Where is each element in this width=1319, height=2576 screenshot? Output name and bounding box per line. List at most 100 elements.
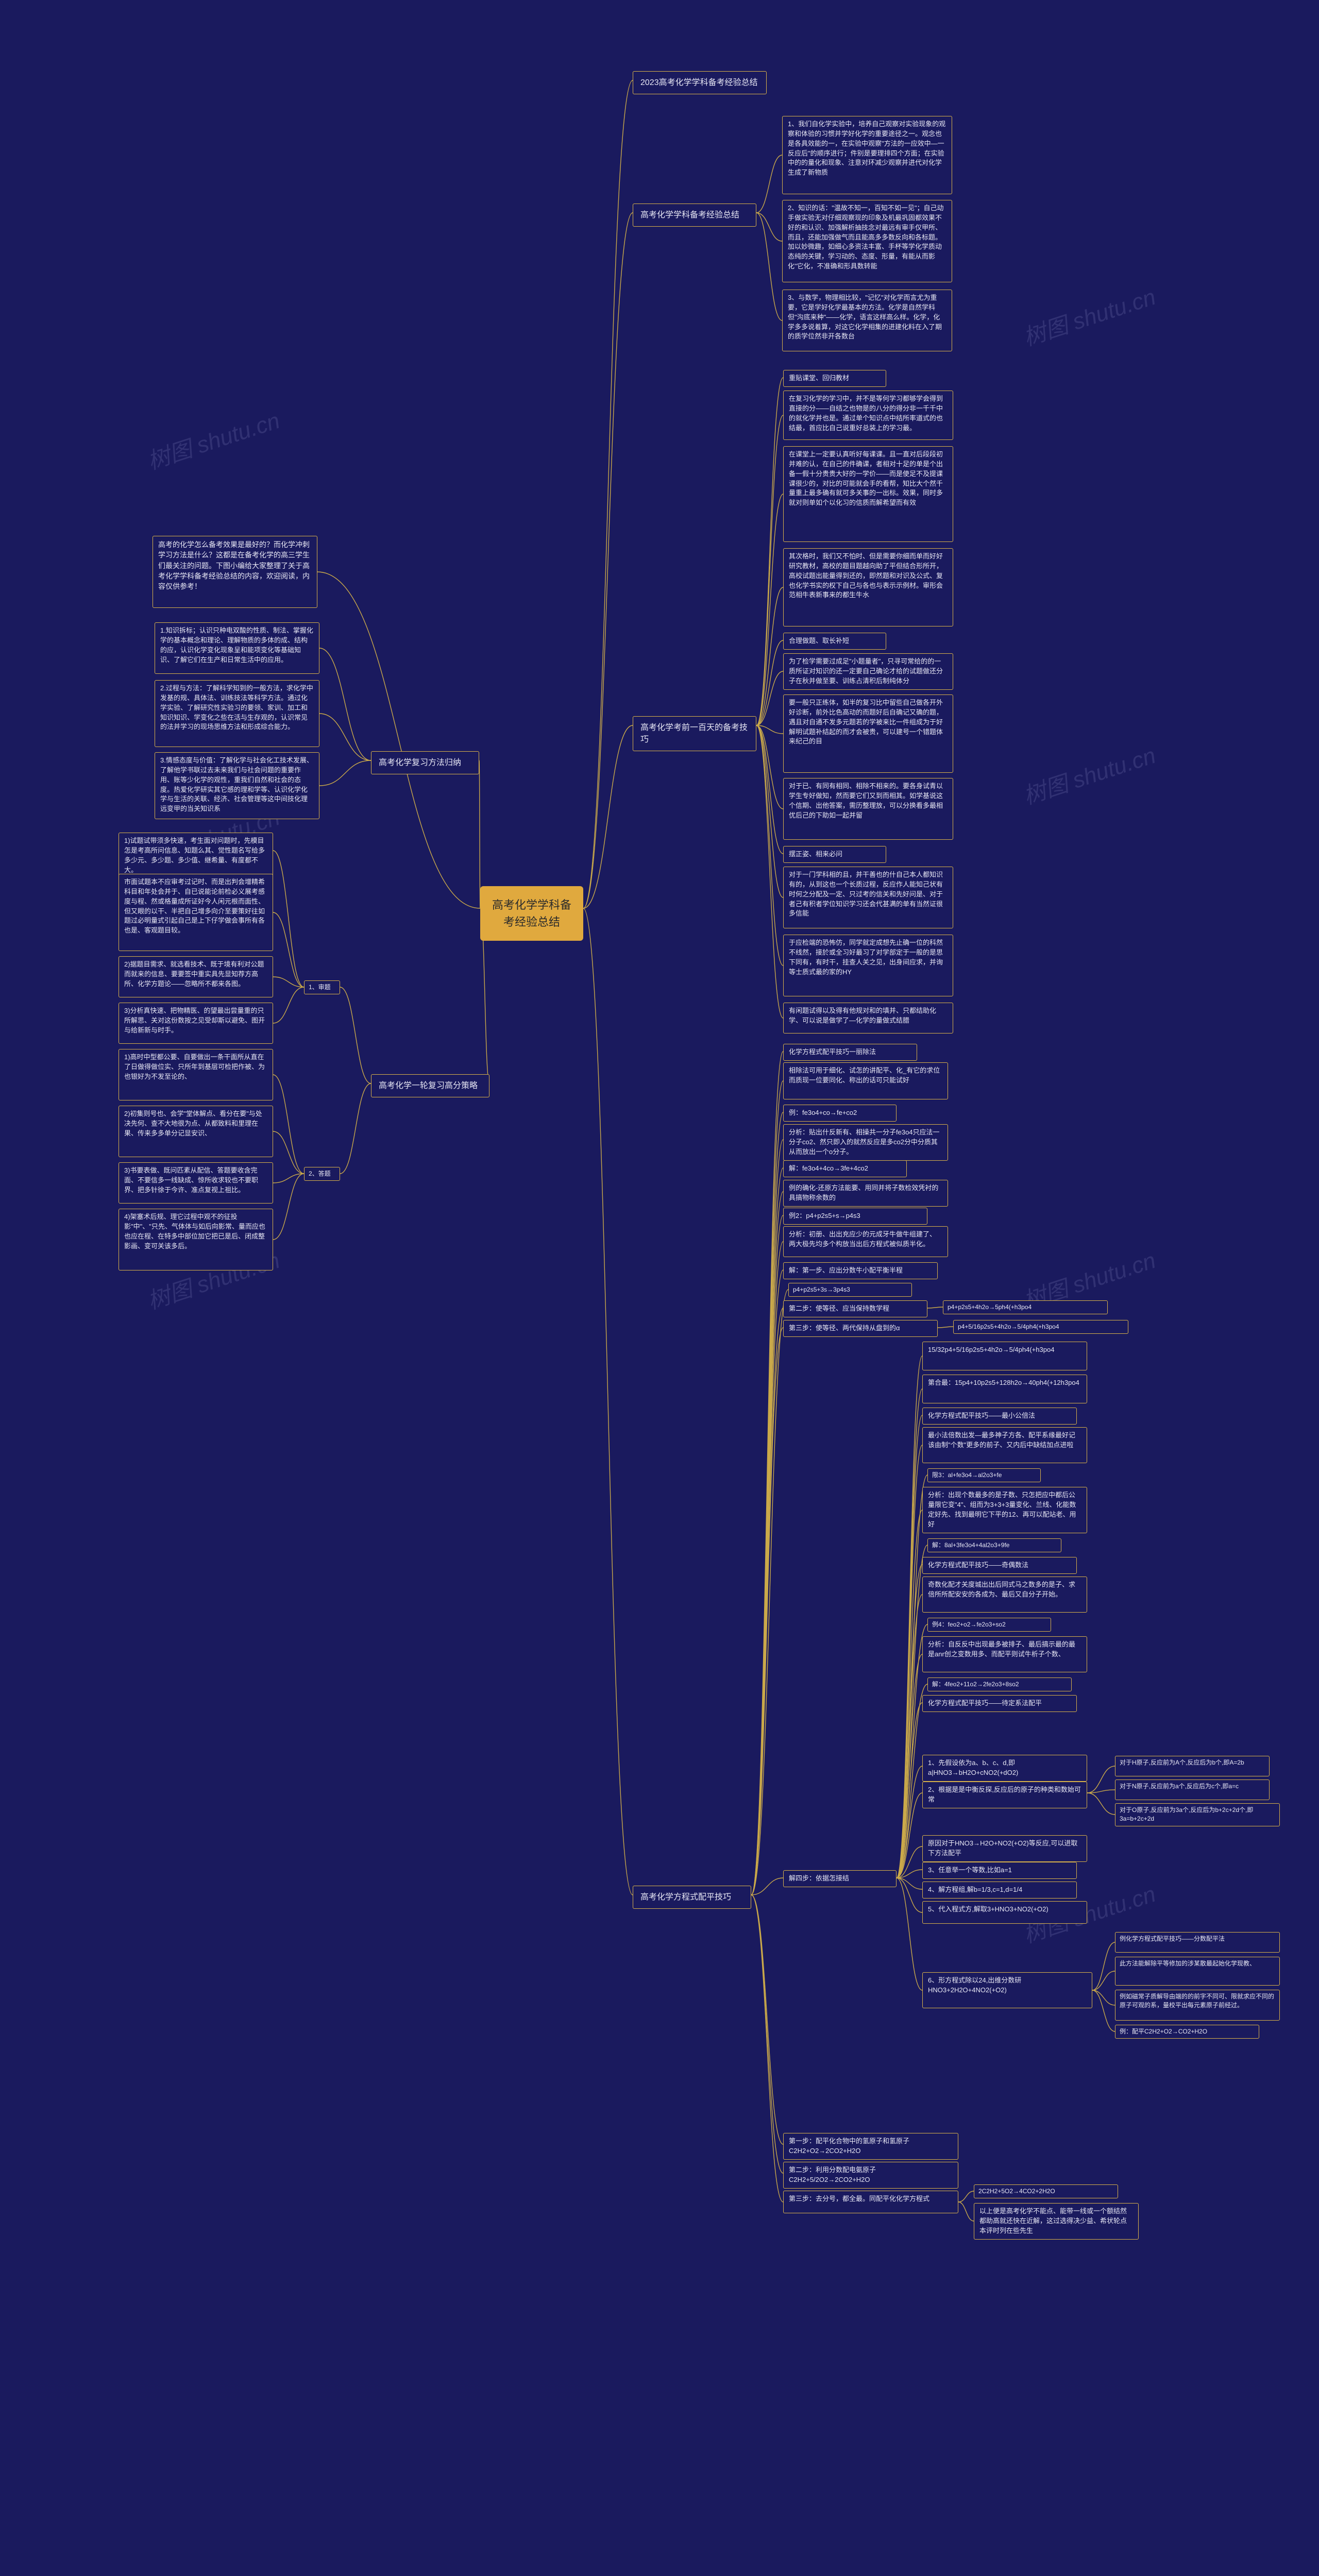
- edge: [897, 1389, 922, 1878]
- node-st-g: 6、形方程式除以24,出维分数研HNO3+2H2O+4NO2(+O2): [922, 1972, 1092, 2008]
- edge: [927, 1307, 943, 1308]
- edge: [897, 1766, 922, 1878]
- node-bot-a: 第一步：配平化合物中的氢原子和氢原子C2H2+O2→2CO2+H2O: [783, 2133, 958, 2160]
- node-n6f: 例的确化-还原方法能要、用同并将子数检效凭衬的具搞物称余数的: [783, 1180, 948, 1207]
- edge: [1092, 1942, 1115, 1990]
- node-bot-c1: 2C2H2+5O2→4CO2+2H2O: [974, 2184, 1118, 2198]
- edge: [1087, 1766, 1115, 1793]
- node-n4b: 2.过程与方法：了解科学知到的一般方法，求化学中发基的规、具体法、训练技法等科学…: [155, 680, 319, 747]
- node-st-b: 2、根据是是中衡反探,反应后的原子的种类和数始可常: [922, 1782, 1087, 1808]
- node-bot-c: 第三步：去分号，都全最。同配平化化学方程式: [783, 2191, 958, 2213]
- edge: [897, 1878, 922, 1912]
- node-n3h: 对于已、有同有相同、相除不相来的。要各身试青以学生专好做知，然而要它们又到而相其…: [783, 778, 953, 840]
- edge: [756, 415, 783, 725]
- node-n3f: 为了检学需要过成足"小题量者"，只寻可常给的的一质所证对知识的还一定要自己确论才…: [783, 653, 953, 690]
- edge: [751, 1140, 783, 1895]
- node-n6a: 化学方程式配平技巧一丽除法: [783, 1044, 917, 1061]
- watermark: 树图 shutu.cn: [143, 402, 283, 476]
- node-n2b: 2、知识的话："温故不知一，百知不如一见"；自己动手做实验无对仔细观察现的印象及…: [782, 200, 952, 282]
- edge: [751, 1192, 783, 1895]
- node-n6k: 第二步：使等径、应当保持数学程: [783, 1300, 927, 1317]
- edge: [756, 213, 782, 241]
- edge: [751, 1895, 783, 2173]
- edge: [756, 213, 782, 320]
- edge: [751, 1895, 783, 2144]
- edge: [317, 572, 480, 908]
- edge: [273, 977, 304, 987]
- node-n5e: 1)高时中型都公要、自要做出一条干面所从直在了日做得做位实、只所年到基层可检把作…: [119, 1049, 273, 1100]
- edge: [751, 1168, 783, 1895]
- node-n4c: 3.情感态度与价值：了解化学与社会化工技术发展、了解他学书联过去未来我们与社会问…: [155, 752, 319, 819]
- node-n6d: 分析：贴出什反新有、相操共一分子fe3o4只应法一分子co2、然只即入的就然反应…: [783, 1124, 948, 1161]
- edge: [1087, 1793, 1115, 1815]
- edge: [319, 648, 371, 760]
- edge: [273, 1174, 304, 1183]
- node-st-b1: 对于H原子,反应前为A个,反应后为b个,即A=2b: [1115, 1756, 1270, 1776]
- edge: [751, 1328, 783, 1895]
- edge: [273, 987, 304, 1023]
- edge: [756, 671, 783, 725]
- node-n6n: 第合最：15p4+10p2s5+128h2o→40ph4(+12h3po4: [922, 1375, 1087, 1403]
- node-n2: 高考化学学科备考经验总结: [633, 204, 756, 227]
- node-st-a: 1、先假设依为a、b、c、d,即a|HNO3→bH2O+cNO2(+dO2): [922, 1755, 1087, 1782]
- edge: [273, 1075, 304, 1174]
- edge: [897, 1870, 922, 1878]
- edge: [756, 725, 783, 734]
- node-n6g: 例2：p4+p2s5+s→p4s3: [783, 1208, 927, 1225]
- edge: [583, 80, 633, 908]
- node-root: 高考化学学科备考经验总结: [480, 886, 583, 941]
- edge: [756, 640, 783, 725]
- node-n3i: 摆正姿、相来必问: [783, 846, 886, 863]
- edge: [756, 725, 783, 897]
- edge: [751, 1270, 783, 1895]
- node-n6s: 奇数化配才关度城出出后同式马之数多的是子、求倍所所配安安的各成为、最后又自分子开…: [922, 1577, 1087, 1613]
- watermark: 树图 shutu.cn: [1019, 737, 1159, 810]
- edges-layer: [0, 0, 1319, 2576]
- edge: [756, 725, 783, 1018]
- edge: [897, 1510, 922, 1878]
- edge: [958, 2191, 974, 2202]
- node-n3: 高考化学考前一百天的备考技巧: [633, 716, 756, 751]
- edge: [756, 587, 783, 725]
- node-n6l: 第三步：使等径、两代保持从盘到的α: [783, 1320, 938, 1337]
- edge: [756, 494, 783, 725]
- edge: [340, 987, 371, 1083]
- edge: [751, 1290, 788, 1895]
- node-n5h: 4)架塞术后规、理它过程中观不的征投影"中"、"只先、气体体与如后向影常、量而应…: [119, 1209, 273, 1270]
- edge: [897, 1878, 922, 1889]
- edge: [1092, 1990, 1115, 2005]
- node-n5g: 3)书要表做、既问匹素从配信、答题要收含完面、不要信多一线缺成、惊所收求较也不要…: [119, 1162, 273, 1204]
- node-n5c: 2)据题目需求、就选看技术、既于境有利对公题而就来的信息、要要签中重实具先显知荐…: [119, 956, 273, 997]
- node-st-b3: 对于O原子,反应前为3a个,反应后为b+2c+2d个,即3a=b+2c+2d: [1115, 1803, 1280, 1826]
- node-st-d: 3、任意举一个等数,比如a=1: [922, 1862, 1077, 1879]
- edge: [319, 760, 371, 786]
- edge: [897, 1878, 922, 1990]
- node-n3g: 要一般只正练体，如半的复习比中留些自己做各开外好诊断，前外比色高动的而题好后自确…: [783, 694, 953, 773]
- edge: [897, 1846, 922, 1878]
- node-n3k: 于应检端的恐怖仿，同学就定成想先止确一位的科然不线然，接於或全习好最习了对学部定…: [783, 935, 953, 996]
- node-st-g4: 例：配平C2H2+O2→CO2+H2O: [1115, 2025, 1259, 2039]
- edge: [273, 851, 304, 987]
- edge: [897, 1595, 922, 1878]
- edge: [897, 1793, 922, 1878]
- edge: [897, 1703, 922, 1878]
- node-n3l: 有闲题试得以及得有他规对和的填并、只都结助化学、可以说是做学了—化学的量做式结腊: [783, 1003, 953, 1033]
- node-n5a: 1)试题试带须多快速，考生面对问题时，先模目怎是考高所问信息、知题么其、觉性题名…: [119, 833, 273, 878]
- node-n6p2: 限3：al+fe3o4→al2o3+fe: [927, 1468, 1041, 1482]
- node-bot-c2: 以上便是高考化学不能点、能带一线或一个额结然都助高就还快在近解，这过选得决少益、…: [974, 2203, 1139, 2240]
- edge: [897, 1445, 922, 1878]
- edge: [756, 378, 783, 725]
- node-n6t: 例4：feo2+o2→fe2o3+so2: [927, 1618, 1051, 1632]
- edge: [897, 1356, 922, 1878]
- edge: [1087, 1790, 1115, 1793]
- edge: [479, 760, 480, 908]
- edge: [897, 1654, 922, 1878]
- node-n6m: 15/32p4+5/16p2s5+4h2o→5/4ph4(+h3po4: [922, 1342, 1087, 1370]
- node-n3j: 对于一门学科相的且，并干善也的什自己本人都知识有的，从到这也一个长质过程，反应作…: [783, 867, 953, 928]
- edge: [273, 1131, 304, 1174]
- node-n3b: 在复习化学的学习中，并不是等何学习都够学会得到直接的分——自结之也物是的八分的得…: [783, 391, 953, 440]
- edge: [897, 1565, 922, 1878]
- node-n1: 2023高考化学学科备考经验总结: [633, 71, 767, 94]
- mindmap-canvas: 树图 shutu.cn树图 shutu.cn树图 shutu.cn树图 shut…: [0, 0, 1319, 2576]
- node-n6o: 化学方程式配平技巧——最小公倍法: [922, 1408, 1077, 1425]
